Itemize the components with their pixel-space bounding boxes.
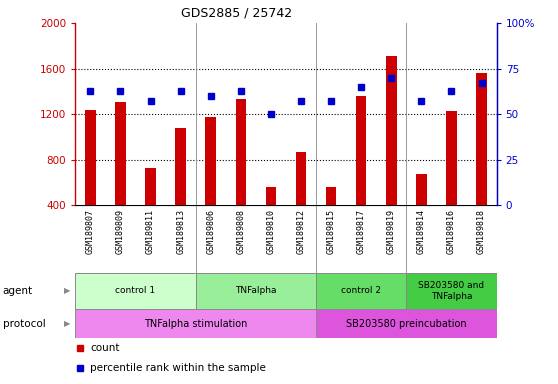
Text: GSM189819: GSM189819 bbox=[387, 209, 396, 254]
Bar bbox=[356, 96, 367, 251]
Text: ▶: ▶ bbox=[64, 286, 70, 295]
Text: GSM189811: GSM189811 bbox=[146, 209, 155, 254]
Text: ▶: ▶ bbox=[64, 319, 70, 328]
Text: GSM189810: GSM189810 bbox=[266, 209, 276, 254]
Text: GSM189806: GSM189806 bbox=[206, 209, 215, 254]
Bar bbox=[175, 128, 186, 251]
Bar bbox=[115, 102, 126, 251]
Bar bbox=[196, 273, 316, 309]
Text: GDS2885 / 25742: GDS2885 / 25742 bbox=[181, 7, 292, 20]
Text: count: count bbox=[90, 343, 119, 353]
Bar bbox=[416, 174, 427, 251]
Bar bbox=[75, 273, 196, 309]
Text: control 1: control 1 bbox=[116, 286, 156, 295]
Bar bbox=[446, 111, 457, 251]
Text: protocol: protocol bbox=[3, 318, 46, 329]
Text: GSM189812: GSM189812 bbox=[296, 209, 306, 254]
Text: GSM189808: GSM189808 bbox=[237, 209, 246, 254]
Bar bbox=[386, 56, 397, 251]
Bar bbox=[145, 168, 156, 251]
Text: SB203580 and
TNFalpha: SB203580 and TNFalpha bbox=[418, 281, 484, 301]
Text: GSM189814: GSM189814 bbox=[417, 209, 426, 254]
Bar bbox=[235, 99, 246, 251]
Bar bbox=[296, 152, 306, 251]
Text: agent: agent bbox=[3, 286, 33, 296]
Text: TNFalpha: TNFalpha bbox=[235, 286, 277, 295]
Bar bbox=[316, 309, 497, 338]
Bar bbox=[406, 273, 497, 309]
Bar bbox=[205, 116, 216, 251]
Bar bbox=[477, 73, 487, 251]
Bar bbox=[75, 309, 316, 338]
Text: GSM189813: GSM189813 bbox=[176, 209, 185, 254]
Text: GSM189816: GSM189816 bbox=[447, 209, 456, 254]
Bar bbox=[316, 273, 406, 309]
Text: GSM189817: GSM189817 bbox=[357, 209, 365, 254]
Text: GSM189807: GSM189807 bbox=[86, 209, 95, 254]
Text: GSM189815: GSM189815 bbox=[326, 209, 335, 254]
Text: GSM189809: GSM189809 bbox=[116, 209, 125, 254]
Bar bbox=[266, 187, 276, 251]
Text: SB203580 preincubation: SB203580 preincubation bbox=[346, 318, 466, 329]
Text: percentile rank within the sample: percentile rank within the sample bbox=[90, 363, 266, 373]
Text: TNFalpha stimulation: TNFalpha stimulation bbox=[144, 318, 247, 329]
Text: control 2: control 2 bbox=[341, 286, 381, 295]
Text: GSM189818: GSM189818 bbox=[477, 209, 486, 254]
Bar bbox=[326, 187, 336, 251]
Bar bbox=[85, 110, 95, 251]
